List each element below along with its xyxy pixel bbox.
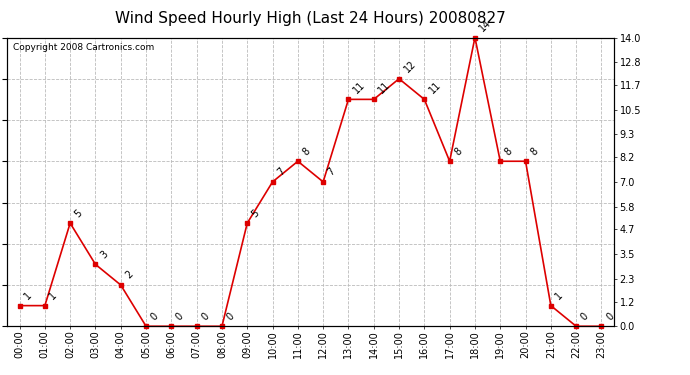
Text: 11: 11 [377, 80, 392, 95]
Text: 5: 5 [73, 207, 84, 219]
Text: 14: 14 [477, 18, 493, 33]
Text: 2: 2 [124, 269, 135, 281]
Text: 1: 1 [48, 290, 59, 302]
Text: 7: 7 [275, 166, 287, 178]
Text: 11: 11 [351, 80, 367, 95]
Text: 8: 8 [301, 146, 312, 157]
Text: 0: 0 [225, 310, 236, 322]
Text: 0: 0 [604, 310, 615, 322]
Text: 11: 11 [427, 80, 443, 95]
Text: 0: 0 [174, 310, 186, 322]
Text: Wind Speed Hourly High (Last 24 Hours) 20080827: Wind Speed Hourly High (Last 24 Hours) 2… [115, 11, 506, 26]
Text: 0: 0 [149, 310, 160, 322]
Text: 8: 8 [503, 146, 515, 157]
Text: Copyright 2008 Cartronics.com: Copyright 2008 Cartronics.com [13, 43, 155, 52]
Text: 3: 3 [98, 249, 110, 260]
Text: 8: 8 [529, 146, 540, 157]
Text: 1: 1 [553, 290, 565, 302]
Text: 8: 8 [453, 146, 464, 157]
Text: 5: 5 [250, 207, 262, 219]
Text: 12: 12 [402, 59, 417, 75]
Text: 0: 0 [199, 310, 211, 322]
Text: 7: 7 [326, 166, 337, 178]
Text: 0: 0 [579, 310, 591, 322]
Text: 1: 1 [22, 290, 34, 302]
